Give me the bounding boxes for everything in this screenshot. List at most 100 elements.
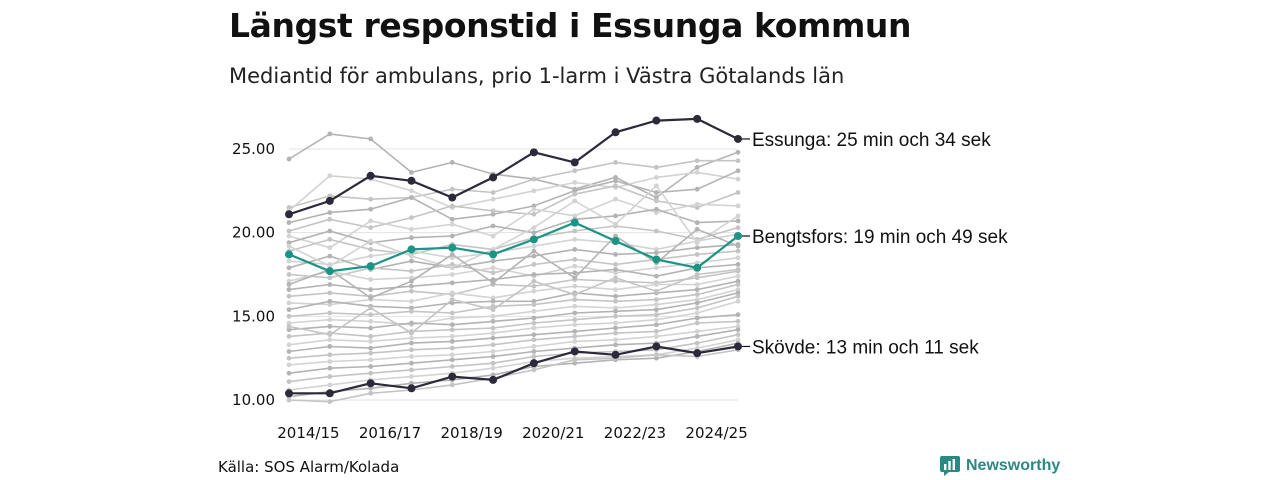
background-series-line xyxy=(286,267,741,338)
data-point xyxy=(449,252,455,257)
series-annotations: Essunga: 25 min och 34 sek Bengtsfors: 19… xyxy=(742,130,1008,358)
data-point xyxy=(489,375,498,384)
data-point xyxy=(286,243,292,249)
data-point xyxy=(694,297,700,302)
data-point xyxy=(490,360,496,366)
data-point xyxy=(611,128,620,137)
x-tick-label: 2014/15 xyxy=(277,424,339,442)
data-point xyxy=(572,297,578,302)
data-point xyxy=(653,273,659,279)
series-line xyxy=(288,170,739,224)
data-point xyxy=(572,247,578,252)
data-point xyxy=(409,170,414,175)
data-point xyxy=(286,313,292,319)
data-point xyxy=(653,250,659,256)
series-line xyxy=(288,320,739,359)
data-point xyxy=(490,330,496,336)
series-line xyxy=(288,283,739,318)
data-point xyxy=(653,210,659,215)
data-point xyxy=(653,265,659,271)
data-point xyxy=(449,345,455,351)
data-point xyxy=(694,240,700,246)
data-point xyxy=(490,223,496,229)
data-point xyxy=(613,313,618,319)
series-line xyxy=(288,225,739,256)
data-point xyxy=(693,349,702,358)
series-line xyxy=(288,288,739,326)
source-note: Källa: SOS Alarm/Kolada xyxy=(218,458,400,476)
data-point xyxy=(286,278,292,284)
data-point xyxy=(285,250,293,259)
data-point xyxy=(368,206,374,212)
data-point xyxy=(327,352,333,358)
data-point xyxy=(449,327,455,333)
data-point xyxy=(409,268,414,274)
data-point xyxy=(613,183,618,189)
data-point xyxy=(286,272,292,277)
series-line xyxy=(288,184,739,269)
data-point xyxy=(286,397,292,403)
background-series-line xyxy=(286,323,741,368)
data-point xyxy=(653,183,659,189)
x-tick-label: 2016/17 xyxy=(359,424,421,442)
data-point xyxy=(490,247,496,252)
data-point xyxy=(327,173,333,179)
data-point xyxy=(531,337,537,343)
data-point xyxy=(735,243,741,249)
data-point xyxy=(735,318,741,324)
data-point xyxy=(735,273,741,279)
data-point xyxy=(653,334,659,339)
data-point xyxy=(572,198,578,204)
data-point xyxy=(327,290,333,296)
data-point xyxy=(613,308,618,314)
data-point xyxy=(653,190,659,195)
data-point xyxy=(327,216,333,222)
y-tick-label: 15.00 xyxy=(232,307,275,325)
data-point xyxy=(694,272,700,277)
data-point xyxy=(449,352,455,358)
data-point xyxy=(449,339,455,344)
data-point xyxy=(286,293,292,299)
data-point xyxy=(653,247,659,252)
data-point xyxy=(490,208,496,214)
data-point xyxy=(327,245,333,251)
data-point xyxy=(368,225,374,231)
data-point xyxy=(327,337,333,343)
data-point xyxy=(490,349,496,354)
data-point xyxy=(653,228,659,234)
data-point xyxy=(613,275,618,281)
data-point xyxy=(529,359,538,368)
data-point xyxy=(448,372,457,381)
data-point xyxy=(409,374,414,379)
data-point xyxy=(531,325,537,331)
data-point xyxy=(735,278,741,284)
data-point xyxy=(368,357,374,363)
data-point xyxy=(572,263,578,269)
data-point xyxy=(531,206,537,212)
data-point xyxy=(409,347,414,353)
series-line xyxy=(288,184,739,232)
series-line xyxy=(288,328,739,374)
data-point xyxy=(613,175,618,180)
data-point xyxy=(572,357,578,363)
data-point xyxy=(286,320,292,326)
data-point xyxy=(409,253,414,259)
data-point xyxy=(449,221,455,227)
series-line xyxy=(288,221,739,273)
data-point xyxy=(449,315,455,321)
data-point xyxy=(735,332,741,338)
data-point xyxy=(572,292,578,297)
data-point xyxy=(653,206,659,212)
data-point xyxy=(572,213,578,219)
data-point xyxy=(368,345,374,351)
data-point xyxy=(286,327,292,333)
data-point xyxy=(409,340,414,346)
data-point xyxy=(286,233,292,239)
data-point xyxy=(734,232,742,241)
data-point xyxy=(613,325,618,331)
data-point xyxy=(613,287,618,292)
data-point xyxy=(570,218,579,227)
data-point xyxy=(653,355,659,361)
data-point xyxy=(572,228,578,234)
data-point xyxy=(449,262,455,267)
